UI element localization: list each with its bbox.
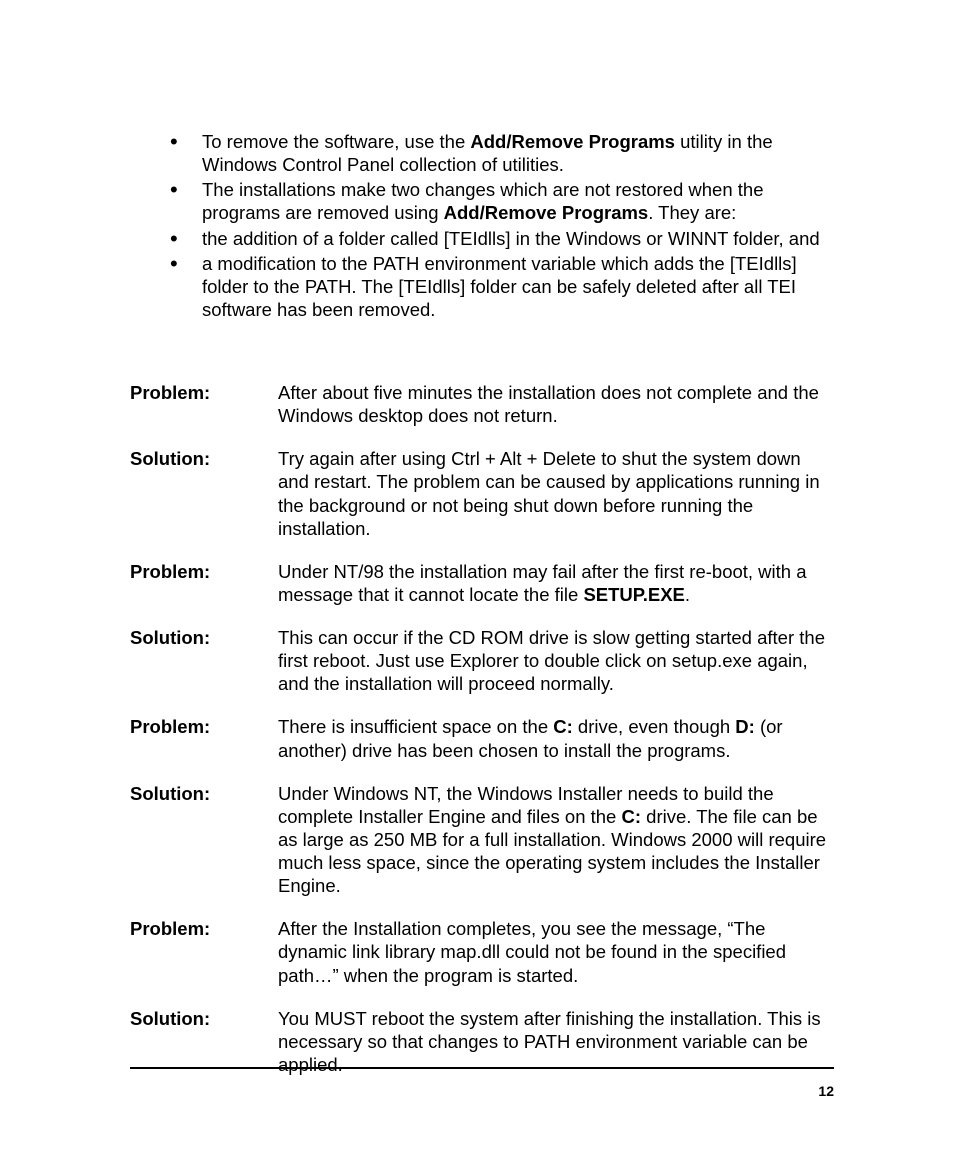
page-root: To remove the software, use the Add/Remo… bbox=[0, 0, 954, 1159]
bold-text: D: bbox=[735, 716, 755, 737]
bullet-item: The installations make two changes which… bbox=[170, 178, 834, 224]
entry-row: Solution:Under Windows NT, the Windows I… bbox=[130, 782, 834, 898]
entry-row: Problem:After about five minutes the ins… bbox=[130, 381, 834, 427]
bold-text: Add/Remove Programs bbox=[470, 131, 675, 152]
problem-solution-list: Problem:After about five minutes the ins… bbox=[130, 381, 834, 1076]
bullet-item: a modification to the PATH environment v… bbox=[170, 252, 834, 321]
page-footer: 12 bbox=[130, 1067, 834, 1099]
entry-label: Solution: bbox=[130, 782, 278, 805]
entry-label: Solution: bbox=[130, 1007, 278, 1030]
bold-text: Add/Remove Programs bbox=[444, 202, 649, 223]
entry-label: Problem: bbox=[130, 715, 278, 738]
entry-value: After the Installation completes, you se… bbox=[278, 917, 834, 986]
bullet-item: the addition of a folder called [TEIdlls… bbox=[170, 227, 834, 250]
bullet-list: To remove the software, use the Add/Remo… bbox=[130, 130, 834, 321]
page-number: 12 bbox=[130, 1083, 834, 1099]
entry-label: Solution: bbox=[130, 447, 278, 470]
entry-label: Problem: bbox=[130, 917, 278, 940]
entry-label: Problem: bbox=[130, 560, 278, 583]
bold-text: C: bbox=[553, 716, 573, 737]
entry-row: Problem:After the Installation completes… bbox=[130, 917, 834, 986]
entry-value: Under NT/98 the installation may fail af… bbox=[278, 560, 834, 606]
entry-value: You MUST reboot the system after finishi… bbox=[278, 1007, 834, 1076]
entry-row: Solution:You MUST reboot the system afte… bbox=[130, 1007, 834, 1076]
entry-label: Problem: bbox=[130, 381, 278, 404]
entry-row: Solution:This can occur if the CD ROM dr… bbox=[130, 626, 834, 695]
entry-label: Solution: bbox=[130, 626, 278, 649]
footer-rule bbox=[130, 1067, 834, 1069]
entry-value: After about five minutes the installatio… bbox=[278, 381, 834, 427]
entry-value: Try again after using Ctrl + Alt + Delet… bbox=[278, 447, 834, 540]
entry-value: There is insufficient space on the C: dr… bbox=[278, 715, 834, 761]
entry-row: Problem:There is insufficient space on t… bbox=[130, 715, 834, 761]
entry-row: Problem:Under NT/98 the installation may… bbox=[130, 560, 834, 606]
entry-value: This can occur if the CD ROM drive is sl… bbox=[278, 626, 834, 695]
bold-text: C: bbox=[622, 806, 642, 827]
entry-row: Solution:Try again after using Ctrl + Al… bbox=[130, 447, 834, 540]
bullet-item: To remove the software, use the Add/Remo… bbox=[170, 130, 834, 176]
entry-value: Under Windows NT, the Windows Installer … bbox=[278, 782, 834, 898]
bold-text: SETUP.EXE bbox=[583, 584, 684, 605]
